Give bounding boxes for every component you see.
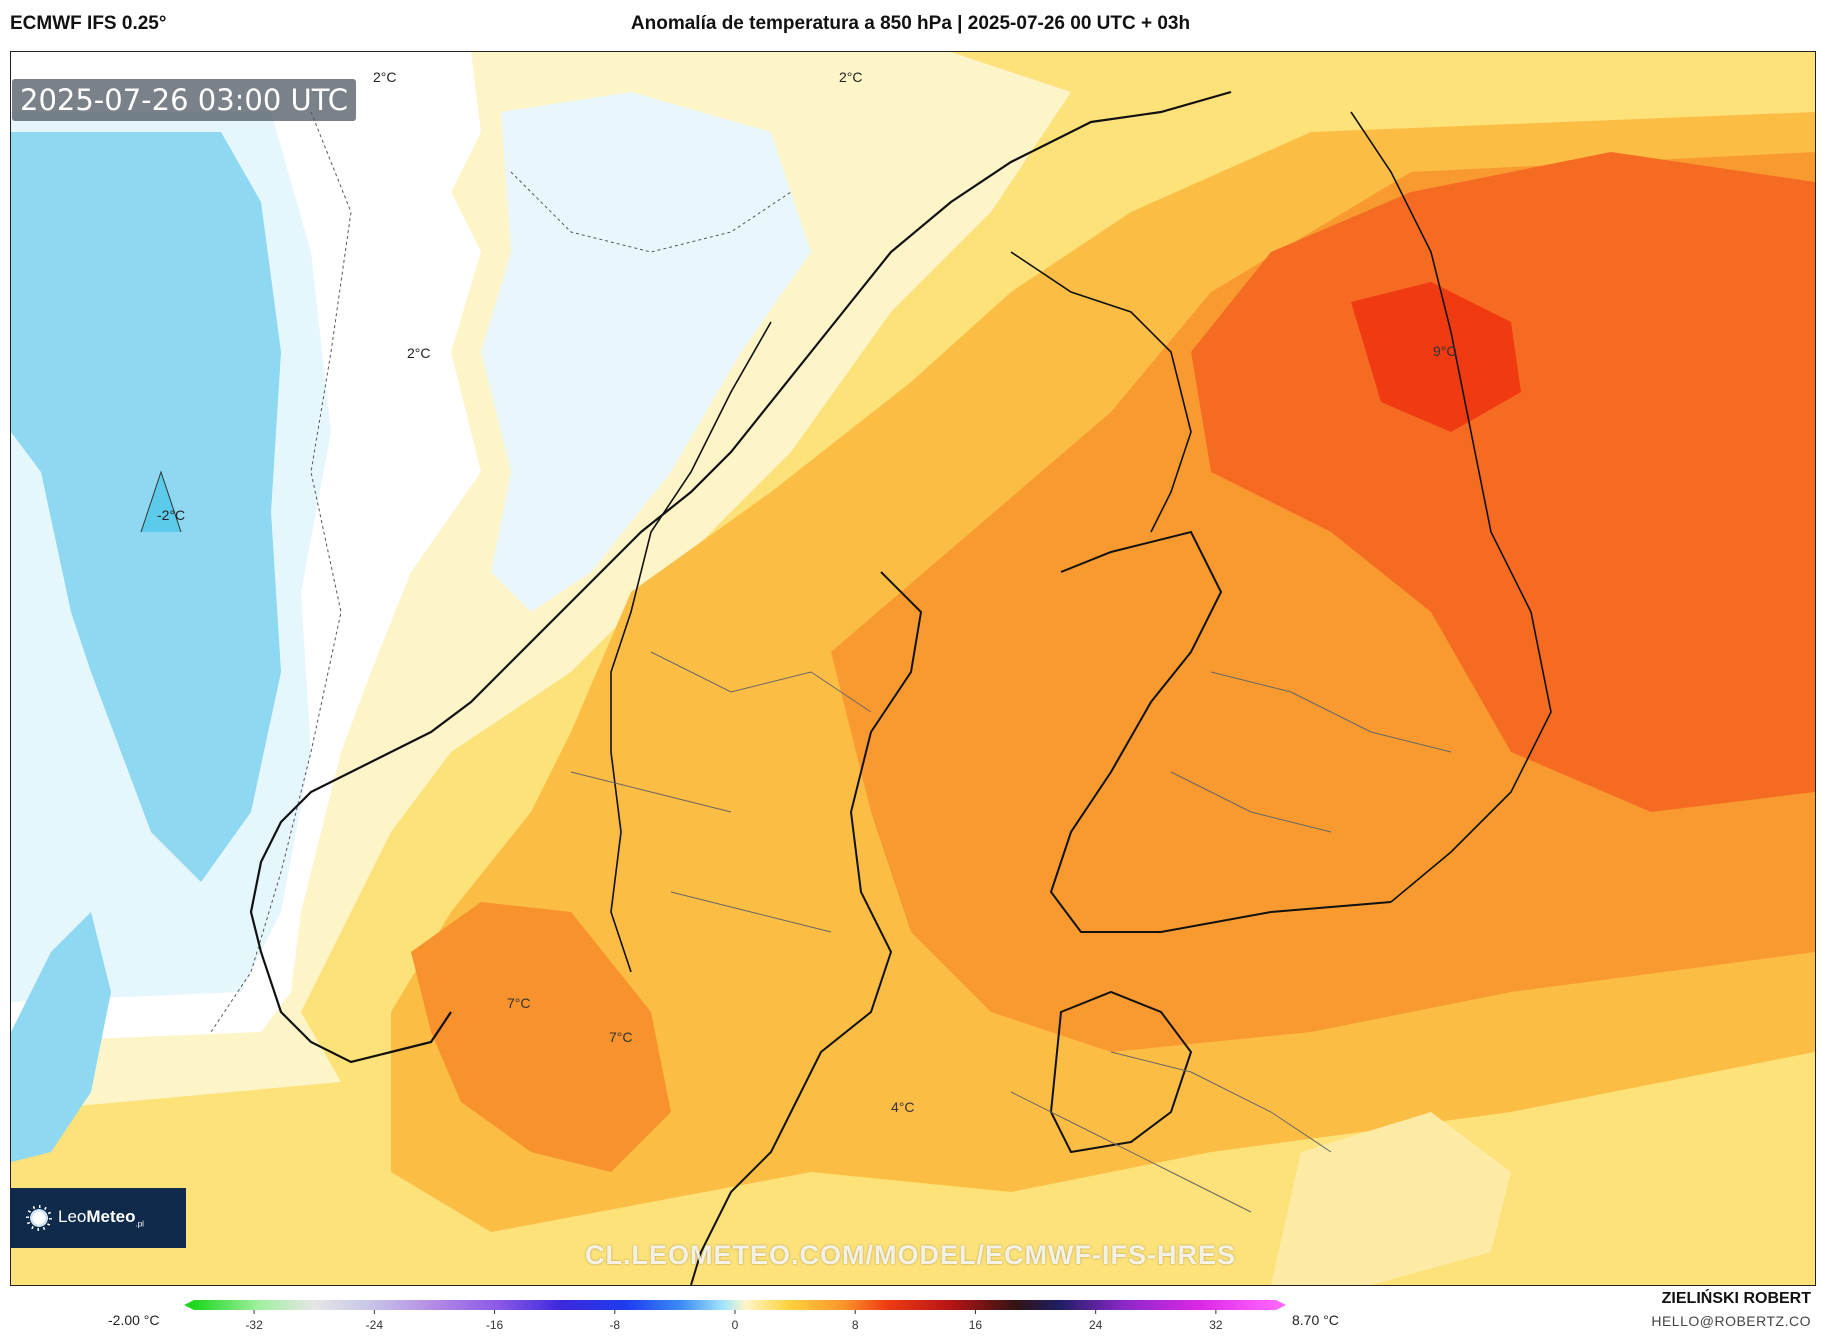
contour-2c-north — [510, 171, 792, 253]
colorbar-tick-label: -8 — [609, 1318, 620, 1332]
field-red-orange — [1191, 152, 1815, 812]
colorbar-tick-label: -24 — [366, 1318, 384, 1332]
colorbar-tick-label: 32 — [1209, 1318, 1223, 1332]
model-name: ECMWF IFS 0.25° — [10, 13, 167, 34]
sun-icon — [26, 1205, 52, 1231]
anomaly-map: 2°C 2°C 2°C -2°C 9°C 7°C 7°C 4°C — [11, 52, 1815, 1285]
logo-name-light: Leo — [58, 1207, 87, 1227]
logo-name-bold: Meteo — [86, 1207, 136, 1227]
colorbar-tick-label: -32 — [245, 1318, 263, 1332]
colorbar-tick-label: -16 — [486, 1318, 504, 1332]
colorbar-tick-label: 24 — [1089, 1318, 1103, 1332]
coastline-sweden — [690, 571, 923, 1285]
contour-label: 2°C — [373, 69, 397, 85]
coastline-gulf-riga — [1049, 990, 1193, 1154]
border-finland-russia — [1350, 111, 1552, 903]
map-area[interactable]: 2°C 2°C 2°C -2°C 9°C 7°C 7°C 4°C — [10, 51, 1816, 1286]
border-norway-sweden — [610, 321, 772, 973]
author-name: ZIELIŃSKI ROBERT — [1661, 1290, 1811, 1307]
field-orange-sw — [411, 902, 671, 1172]
border-sweden-finland — [1010, 251, 1192, 533]
admin-borders — [570, 651, 1452, 1213]
field-red-core — [1351, 282, 1521, 432]
colorbar-gradient — [194, 1300, 1276, 1310]
contour-label: 4°C — [891, 1099, 915, 1115]
contour-label: 2°C — [407, 345, 431, 361]
colorbar-right-arrow — [1276, 1300, 1286, 1310]
field-lightblue-central — [481, 92, 811, 612]
field-negative-south — [11, 912, 111, 1162]
contour-label: 7°C — [609, 1029, 633, 1045]
contour-label: -2°C — [157, 507, 185, 523]
field-pale-se — [1271, 1112, 1511, 1285]
leometeo-logo[interactable]: LeoMeteo.pl — [10, 1188, 186, 1248]
colorbar-max-label: 8.70 °C — [1292, 1312, 1339, 1328]
coastline-finland — [1049, 530, 1392, 933]
colorbar-tick-label: 16 — [969, 1318, 983, 1332]
colorbar-tick-label: 8 — [852, 1318, 859, 1332]
colorbar: -32 -24 -16 -8 0 8 16 24 32 — [184, 1300, 1286, 1332]
colorbar-min-label: -2.00 °C — [108, 1312, 160, 1328]
coastline-norway — [249, 90, 1232, 1064]
field-negative-west — [11, 132, 281, 882]
contour-label: 9°C — [1433, 343, 1457, 359]
valid-time-badge: 2025-07-26 03:00 UTC — [12, 79, 357, 121]
logo-suffix: .pl — [135, 1219, 144, 1229]
contour-label: 7°C — [507, 995, 531, 1011]
author-email[interactable]: HELLO@ROBERTZ.CO — [1651, 1313, 1811, 1329]
colorbar-left-arrow — [184, 1300, 194, 1310]
colorbar-ticks: -32 -24 -16 -8 0 8 16 24 32 — [245, 1310, 1223, 1332]
watermark-url: CL.LEOMETEO.COM/MODEL/ECMWF-IFS-HRES — [585, 1240, 1236, 1270]
contour-neg2-marker — [140, 470, 182, 533]
contour-label: 2°C — [839, 69, 863, 85]
logo-text: LeoMeteo.pl — [58, 1207, 144, 1228]
colorbar-tick-label: 0 — [732, 1318, 739, 1332]
map-title: Anomalía de temperatura a 850 hPa | 2025… — [630, 13, 1191, 34]
